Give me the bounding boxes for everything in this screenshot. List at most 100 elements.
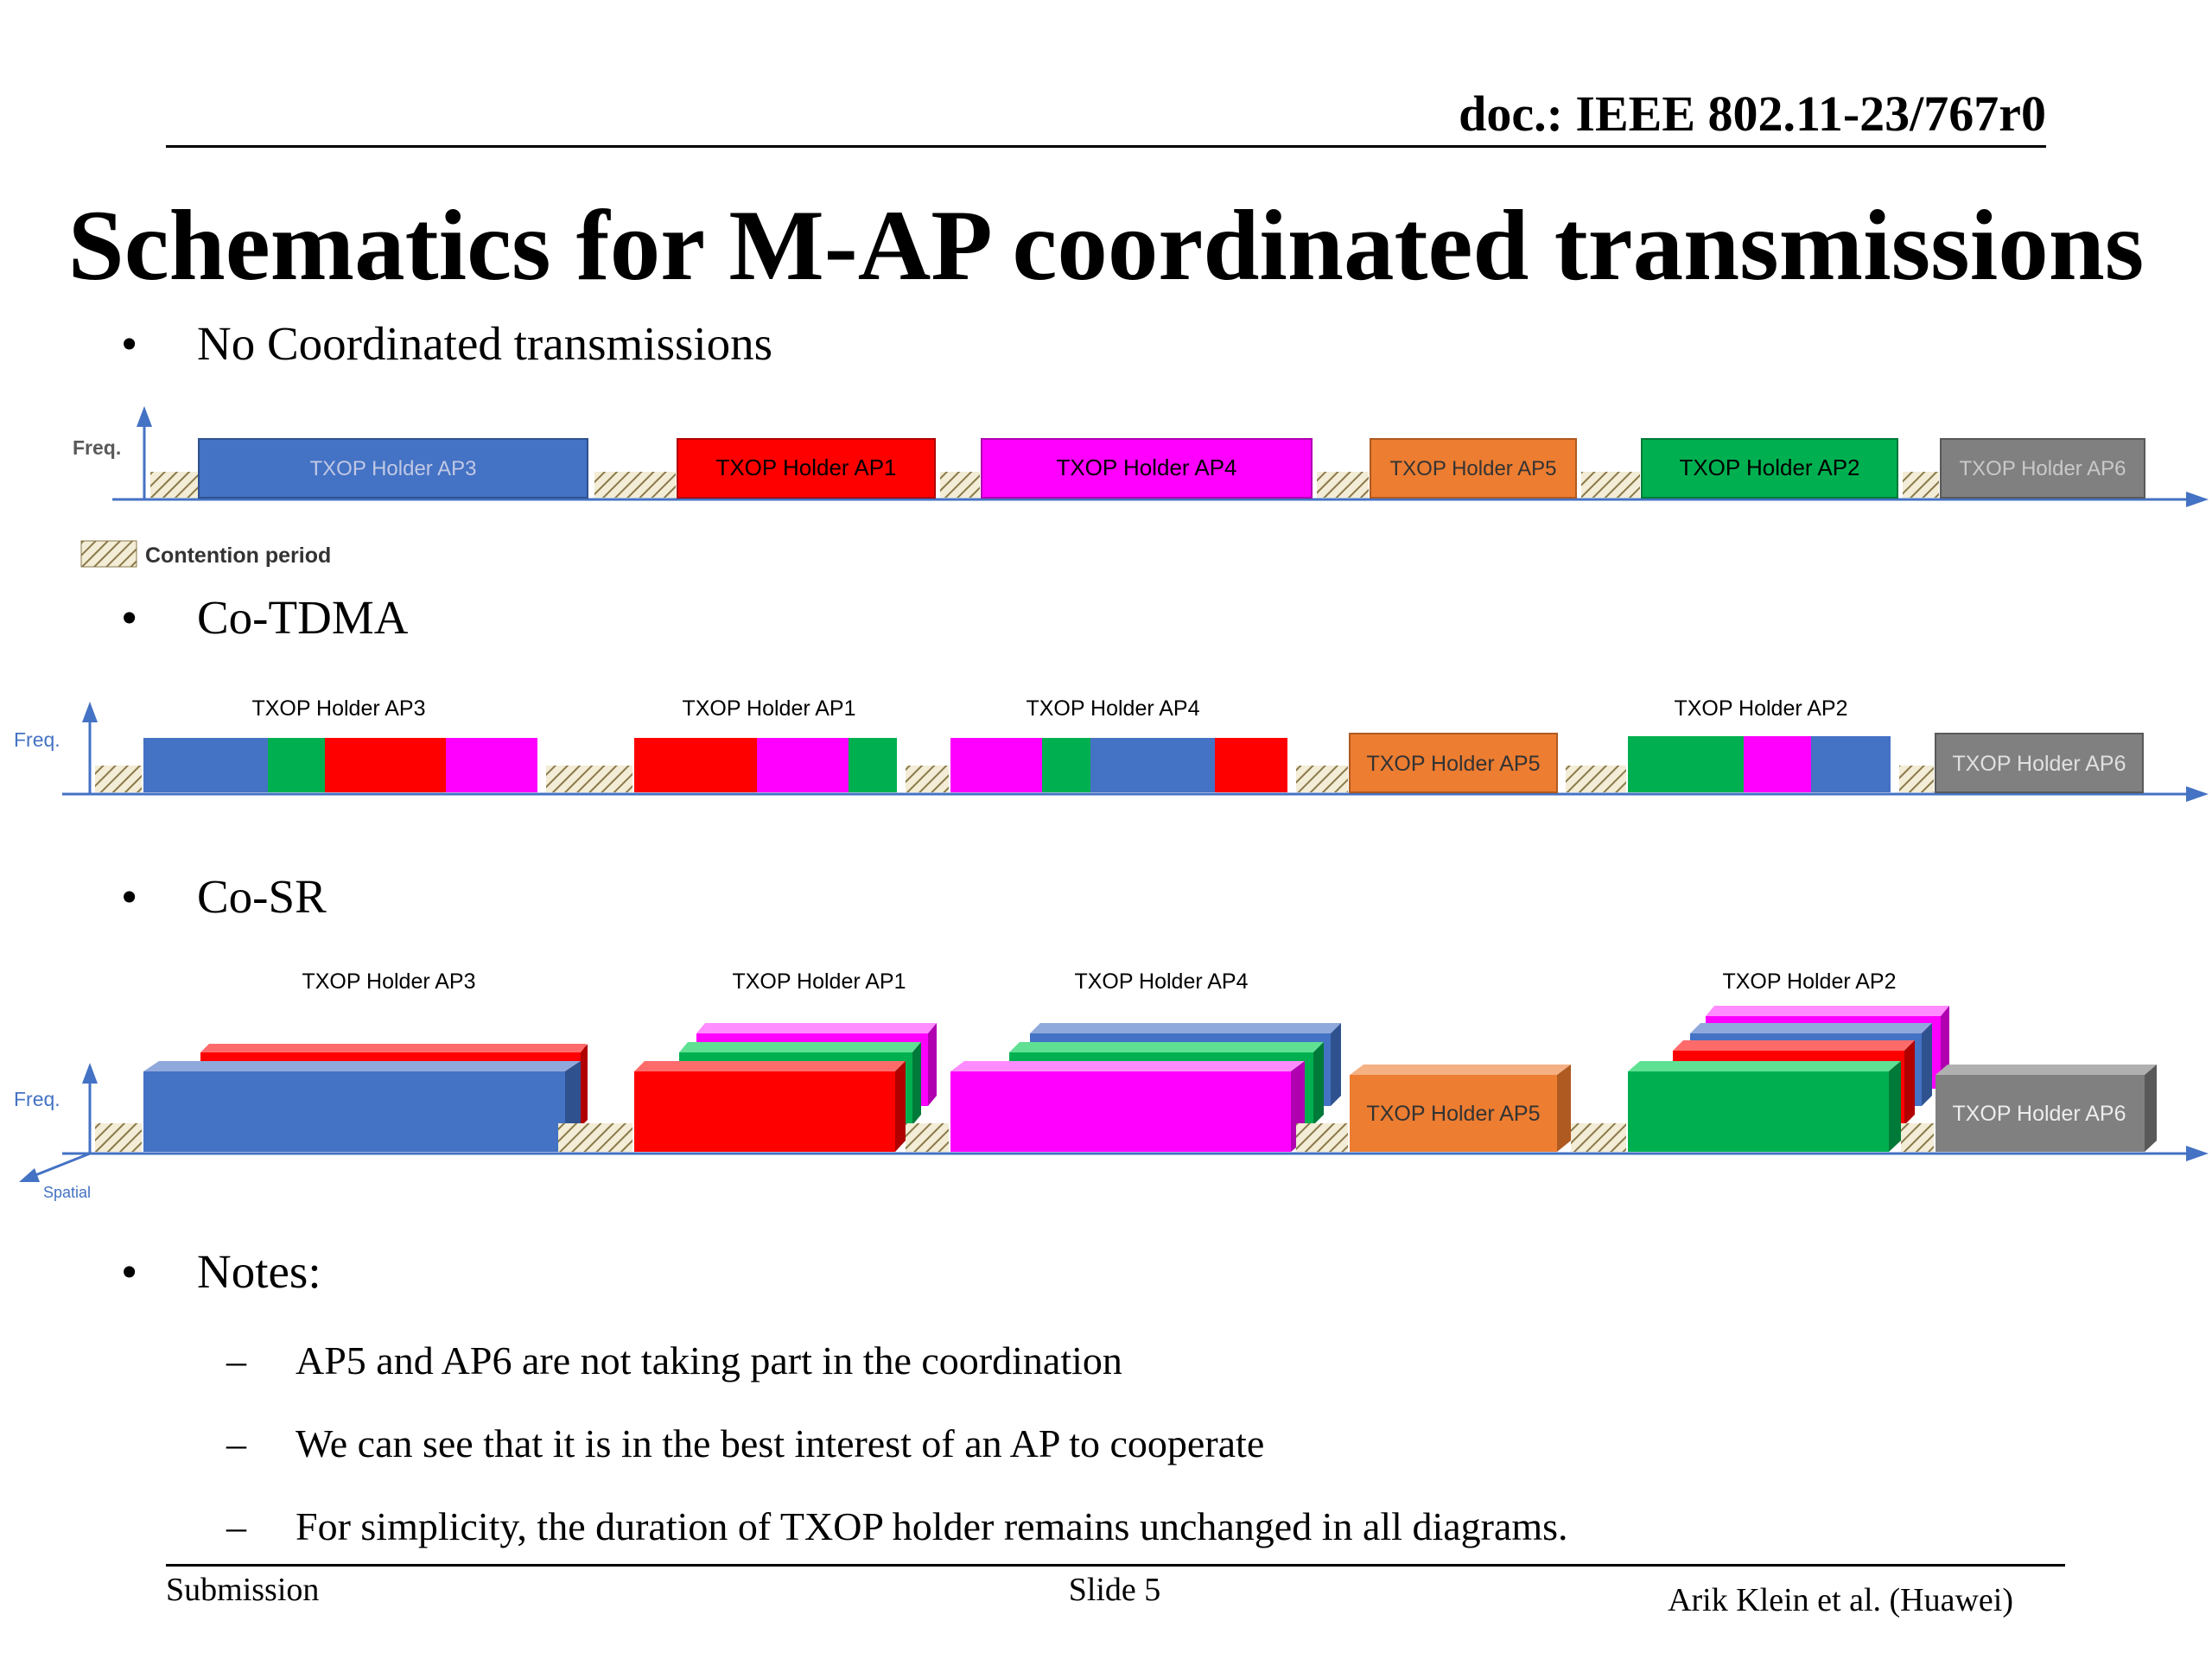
txop-ap5-label: TXOP Holder AP5 (1366, 1102, 1540, 1126)
block-ap2 (1628, 1061, 1901, 1152)
contention-period (906, 1123, 949, 1152)
note-dash: – (226, 1338, 246, 1382)
note-text: For simplicity, the duration of TXOP hol… (296, 1504, 1568, 1548)
txop-ap6 (1935, 733, 2144, 793)
txop-ap2 (1641, 438, 1898, 499)
segment-ap2 (268, 738, 325, 792)
footer-rule (166, 1564, 2065, 1567)
segment-ap2 (1042, 738, 1090, 792)
segment-ap1 (634, 738, 757, 792)
document-id: doc.: IEEE 802.11-23/767r0 (1459, 86, 2046, 142)
txop-ap5 (1349, 733, 1558, 793)
group-label-ap4: TXOP Holder AP4 (1026, 696, 1199, 721)
txop-ap2-label: TXOP Holder AP2 (1679, 454, 1859, 480)
note-dash: – (226, 1421, 246, 1465)
segment-ap3 (1090, 738, 1215, 792)
diagram-no-coordination: Freq. TXOP Holder AP3 TXOP Holder AP1 TX… (73, 406, 2209, 568)
segment-ap2 (849, 738, 897, 792)
note-item: – AP5 and AP6 are not taking part in the… (226, 1338, 1122, 1383)
bullet-no-coordination: • No Coordinated transmissions (121, 316, 773, 371)
contention-period (1566, 766, 1626, 792)
freq-axis-arrow-icon (82, 702, 98, 722)
contention-period (95, 1123, 142, 1152)
segment-ap4 (1744, 736, 1811, 792)
freq-axis-label: Freq. (14, 728, 60, 751)
freq-axis-arrow-icon (82, 1063, 98, 1084)
slide-title: Schematics for M-AP coordinated transmis… (67, 190, 2145, 302)
txop-ap5 (1370, 438, 1577, 499)
block-ap3 (143, 1061, 581, 1152)
bullet-no-coordination-text: No Coordinated transmissions (197, 317, 773, 370)
contention-period (1296, 1123, 1348, 1152)
contention-period (558, 1123, 632, 1152)
group-label-ap2: TXOP Holder AP2 (1674, 696, 1847, 721)
legend-swatch (80, 540, 137, 568)
bullet-notes: • Notes: (121, 1244, 321, 1299)
contention-period (1571, 1123, 1626, 1152)
contention-period (1581, 472, 1640, 498)
footer-slide-number: Slide 5 (1068, 1572, 1161, 1608)
txop-ap6-label: TXOP Holder AP6 (1952, 752, 2126, 776)
contention-period (1903, 472, 1939, 498)
block-ap5 (1350, 1065, 1571, 1152)
contention-period (95, 766, 142, 792)
segment-ap3 (143, 738, 268, 792)
txop-ap6-label: TXOP Holder AP6 (1952, 1102, 2126, 1126)
segment-ap4 (950, 738, 1042, 792)
txop-ap1 (677, 438, 936, 499)
contention-period (150, 472, 199, 498)
bullet-co-tdma-text: Co-TDMA (197, 591, 409, 644)
contention-period (1317, 472, 1369, 498)
group-label-ap1: TXOP Holder AP1 (732, 969, 906, 994)
bullet-co-tdma: • Co-TDMA (121, 590, 409, 645)
bullet-notes-text: Notes: (197, 1245, 321, 1298)
bullet-co-sr: • Co-SR (121, 869, 327, 924)
bullet-dot: • (121, 870, 138, 923)
txop-ap4 (981, 438, 1313, 499)
freq-axis-label: Freq. (14, 1088, 60, 1110)
legend-label: Contention period (145, 543, 331, 568)
group-label-ap1: TXOP Holder AP1 (682, 696, 855, 721)
freq-axis-label: Freq. (73, 436, 121, 459)
spatial-axis-label: Spatial (43, 1184, 91, 1201)
group-label-ap2: TXOP Holder AP2 (1722, 969, 1896, 994)
contention-period (940, 472, 980, 498)
txop-ap1-label: TXOP Holder AP1 (715, 454, 896, 480)
footer-author: Arik Klein et al. (Huawei) (1668, 1582, 2013, 1618)
bullet-dot: • (121, 317, 138, 370)
segment-ap2 (1628, 736, 1744, 792)
segment-ap1 (325, 738, 446, 792)
contention-period (594, 472, 676, 498)
segment-ap1 (1215, 738, 1287, 792)
freq-axis-arrow-icon (137, 406, 152, 427)
txop-ap4-label: TXOP Holder AP4 (1056, 454, 1236, 480)
bullet-co-sr-text: Co-SR (197, 870, 327, 923)
txop-ap6-label: TXOP Holder AP6 (1960, 457, 2126, 480)
contention-period (1901, 1123, 1934, 1152)
time-axis-arrow-icon (2186, 786, 2209, 802)
header-rule (166, 145, 2046, 148)
note-item: – We can see that it is in the best inte… (226, 1421, 1264, 1466)
txop-ap3-label: TXOP Holder AP3 (310, 457, 477, 480)
group-label-ap4: TXOP Holder AP4 (1074, 969, 1248, 994)
segment-ap3 (1811, 736, 1891, 792)
block-ap1 (634, 1061, 906, 1152)
segment-ap4 (757, 738, 849, 792)
time-axis-arrow-icon (2186, 492, 2209, 507)
txop-ap5-label: TXOP Holder AP5 (1390, 457, 1557, 480)
bullet-dot: • (121, 1245, 138, 1298)
bullet-dot: • (121, 591, 138, 644)
txop-ap6 (1940, 438, 2145, 499)
txop-ap5-label: TXOP Holder AP5 (1366, 752, 1540, 776)
time-axis-arrow-icon (2186, 1146, 2209, 1161)
group-label-ap3: TXOP Holder AP3 (251, 696, 425, 721)
block-ap6 (1936, 1065, 2157, 1152)
group-label-ap3: TXOP Holder AP3 (302, 969, 475, 994)
txop-ap3 (198, 438, 588, 499)
footer-submission: Submission (166, 1572, 320, 1608)
block-ap4 (950, 1061, 1305, 1152)
diagram-co-tdma: Freq. TXOP Holder AP3 TXOP Holder AP1 TX… (14, 696, 2209, 802)
contention-period (906, 766, 949, 792)
note-dash: – (226, 1504, 246, 1548)
